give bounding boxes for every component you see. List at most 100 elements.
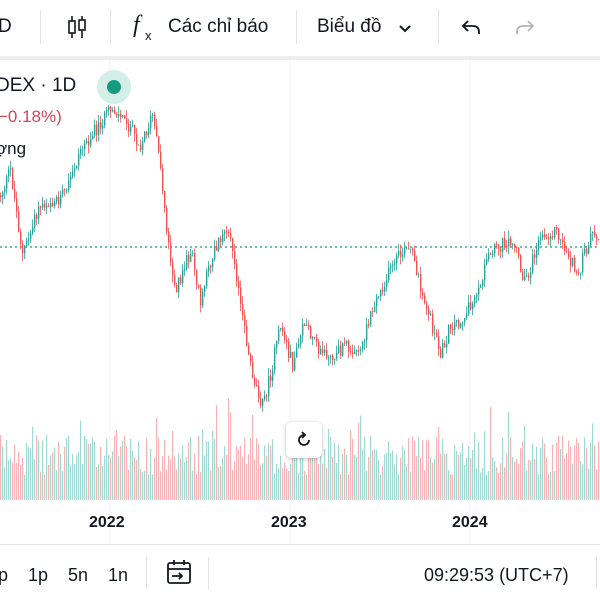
candle xyxy=(300,335,302,344)
volume-bar xyxy=(372,450,374,500)
range-button[interactable]: p xyxy=(0,565,9,585)
candle xyxy=(362,342,364,350)
volume-bar xyxy=(368,456,370,500)
volume-bar xyxy=(370,436,372,500)
candle xyxy=(40,206,42,208)
range-button[interactable]: 5n xyxy=(68,565,89,585)
candle xyxy=(184,268,186,270)
volume-bar xyxy=(360,415,362,500)
price-chart[interactable] xyxy=(0,60,600,544)
candle xyxy=(180,277,182,284)
volume-bar xyxy=(452,474,454,500)
svg-text:f: f xyxy=(133,12,143,38)
volume-bar xyxy=(584,437,586,500)
chart-menu-button[interactable]: Biểu đồ xyxy=(310,8,426,48)
candle xyxy=(422,291,424,296)
volume-bar xyxy=(246,464,248,500)
volume-bar xyxy=(336,462,338,500)
volume-bar xyxy=(76,455,78,500)
candle xyxy=(212,259,214,268)
indicators-button[interactable]: f x Các chỉ báo xyxy=(126,8,286,48)
volume-bar xyxy=(364,436,366,500)
candle xyxy=(298,343,300,348)
candle xyxy=(476,294,478,297)
candle xyxy=(542,234,544,238)
clock-time[interactable]: 09:29:53 (UTC+7) xyxy=(424,565,569,585)
candle xyxy=(432,314,434,334)
candle xyxy=(190,253,192,262)
volume-bar xyxy=(28,447,30,500)
volume-bar xyxy=(558,435,560,500)
candle xyxy=(154,114,156,127)
volume-bar xyxy=(82,464,84,500)
candle xyxy=(146,131,148,135)
candle xyxy=(150,115,152,128)
candle xyxy=(30,233,32,239)
candle xyxy=(228,231,230,233)
candle xyxy=(342,343,344,356)
candle xyxy=(460,323,462,328)
go-to-date-icon[interactable] xyxy=(164,557,196,589)
range-button[interactable]: 1n xyxy=(108,565,129,585)
volume-bar xyxy=(58,441,60,500)
volume-bar xyxy=(274,473,276,500)
volume-bar xyxy=(588,468,590,500)
redo-button[interactable] xyxy=(508,10,542,44)
candle xyxy=(288,342,290,358)
reset-chart-button[interactable] xyxy=(286,422,322,458)
chart-area[interactable] xyxy=(0,60,600,544)
volume-bar xyxy=(136,459,138,500)
volume-bar xyxy=(172,430,174,500)
range-button[interactable]: 1p xyxy=(28,565,49,585)
volume-bar xyxy=(496,467,498,500)
top-toolbar: D f x Các chỉ báo Biểu đồ xyxy=(0,0,600,56)
candle xyxy=(410,248,412,250)
volume-bar xyxy=(130,438,132,500)
volume-bar xyxy=(392,450,394,500)
candle xyxy=(96,124,98,136)
toolbar-divider xyxy=(296,10,297,44)
candle xyxy=(216,246,218,251)
volume-bar xyxy=(462,442,464,500)
volume-bar xyxy=(170,459,172,500)
candle xyxy=(564,241,566,251)
volume-bar xyxy=(338,444,340,500)
volume-bar xyxy=(278,468,280,500)
volume-bar xyxy=(358,422,360,500)
candle xyxy=(264,395,266,400)
volume-bar xyxy=(32,426,34,500)
volume-bar xyxy=(74,464,76,500)
candle xyxy=(486,259,488,265)
candle xyxy=(374,306,376,312)
candle xyxy=(372,311,374,313)
candle xyxy=(226,231,228,233)
candle xyxy=(368,323,370,326)
volume-bar xyxy=(562,435,564,500)
volume-bar xyxy=(438,427,440,500)
candle xyxy=(566,250,568,252)
x-axis-label: 2022 xyxy=(89,514,125,531)
volume-bar xyxy=(228,398,230,500)
candle xyxy=(452,328,454,331)
candle xyxy=(550,236,552,240)
candle xyxy=(224,231,226,234)
candle xyxy=(232,237,234,251)
volume-bar xyxy=(50,455,52,500)
volume-bar xyxy=(198,435,200,500)
candle xyxy=(28,238,30,241)
volume-bar xyxy=(112,451,114,500)
volume-bar xyxy=(570,446,572,500)
candle xyxy=(56,196,58,202)
volume-bar xyxy=(4,467,6,500)
volume-bar xyxy=(548,474,550,500)
volume-bar xyxy=(206,441,208,500)
candle xyxy=(286,339,288,343)
candle xyxy=(86,140,88,144)
symbol-button[interactable]: D xyxy=(0,16,12,37)
undo-button[interactable] xyxy=(454,10,488,44)
volume-bar xyxy=(200,472,202,500)
volume-bar xyxy=(20,464,22,500)
volume-bar xyxy=(12,462,14,500)
candle xyxy=(272,370,274,381)
chart-type-button[interactable] xyxy=(60,10,94,44)
